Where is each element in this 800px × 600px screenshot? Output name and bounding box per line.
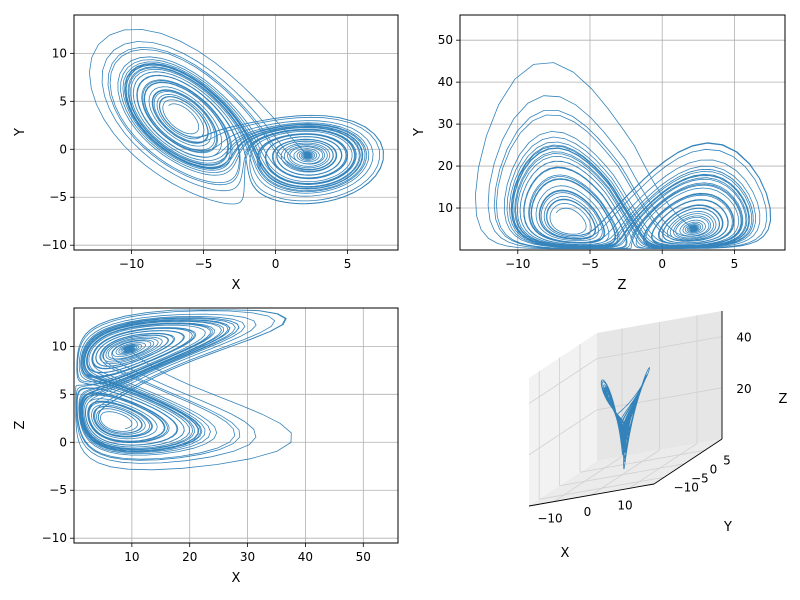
- y-tick-label: −10: [674, 480, 699, 494]
- x-tick-label: 40: [298, 550, 313, 564]
- x-axis-label: X: [232, 278, 241, 293]
- x-tick-label: −10: [119, 257, 144, 271]
- y-tick-label: 10: [438, 201, 453, 215]
- y-tick-label: −5: [49, 483, 67, 497]
- y-axis-line: [653, 438, 723, 485]
- y-axis-label: Z: [13, 420, 28, 429]
- grid-line-3d: [579, 449, 706, 473]
- y-ticks: −10 −5 0 5 10: [42, 339, 74, 545]
- z-tick-label: 20: [736, 382, 751, 396]
- x-tick-label: 0: [658, 257, 666, 271]
- y-tick-label: −10: [42, 238, 67, 252]
- panel-x-z: 10 20 30 40 50 −10 −5 0 5 10 X Z: [13, 307, 399, 586]
- x-tick-label: 50: [356, 550, 371, 564]
- axes-frame: [73, 14, 399, 251]
- grid-line-3d: [539, 476, 665, 500]
- x-tick-label: 0: [584, 505, 592, 519]
- grid-line-3d: [596, 336, 723, 359]
- y-tick-label: 0: [710, 462, 718, 476]
- x-ticks: −10 −5 0 5: [505, 250, 738, 271]
- panel-z-y: −10 −5 0 5 10 20 30 40 50 Z Y: [412, 14, 786, 293]
- y-tick-label: −10: [42, 531, 67, 545]
- x-tick-label: 10: [124, 550, 139, 564]
- x-tick-label: 0: [272, 257, 280, 271]
- y-tick-label: 10: [52, 46, 67, 60]
- trajectory-path: [474, 62, 772, 250]
- y-ticks: −10 −5 0 5 10: [42, 46, 74, 252]
- grid-line-3d: [553, 456, 623, 502]
- y-tick-label: 5: [59, 94, 67, 108]
- trajectory-line: [88, 29, 384, 205]
- y-tick-label: 0: [59, 142, 67, 156]
- x-ticks: 10 20 30 40 50: [124, 543, 371, 564]
- x-tick-label: 5: [344, 257, 352, 271]
- trajectory-path: [88, 29, 384, 205]
- axes-frame: [73, 307, 399, 544]
- x-tick-label: 10: [617, 498, 632, 512]
- y-tick-label: 50: [438, 33, 453, 47]
- y-tick-label: 5: [59, 387, 67, 401]
- y-tick-label: 20: [438, 159, 453, 173]
- y-tick-label: −5: [49, 190, 67, 204]
- x-axis-label: X: [232, 571, 241, 586]
- trajectory-path: [75, 309, 292, 471]
- axis-lines-3d: [528, 311, 723, 507]
- x-ticks: −10 −5 0 5: [119, 250, 351, 271]
- grid-line-3d: [528, 409, 598, 456]
- y-tick-label: 0: [59, 435, 67, 449]
- x-tick-label: −10: [537, 512, 562, 526]
- grid-line-3d: [628, 443, 698, 489]
- x-axis-label: Z: [618, 278, 627, 293]
- x-tick-label: −10: [505, 257, 530, 271]
- panel-x-y: −10 −5 0 5 −10 −5 0 5 10 X Y: [13, 14, 399, 293]
- y-tick-label: 40: [438, 75, 453, 89]
- trajectory-path-3d: [600, 366, 650, 470]
- x-axis-label: X: [561, 546, 570, 561]
- y-ticks: 10 20 30 40 50: [438, 33, 460, 215]
- grid-line-3d: [559, 463, 685, 487]
- x-tick-label: −5: [195, 257, 213, 271]
- y-tick-label: 5: [723, 453, 731, 467]
- y-axis-label: Y: [13, 128, 28, 137]
- z-tick-label: 40: [736, 331, 751, 345]
- x-tick-label: −5: [581, 257, 599, 271]
- x-axis-line: [528, 483, 655, 507]
- grid-line-3d: [596, 387, 723, 411]
- trajectory-line: [474, 62, 772, 250]
- y-tick-label: 10: [52, 339, 67, 353]
- z-axis-label: Z: [779, 392, 788, 407]
- grid-3d: [528, 315, 723, 502]
- y-tick-label: −5: [691, 471, 709, 485]
- x-tick-label: 20: [182, 550, 197, 564]
- x-tick-label: 30: [240, 550, 255, 564]
- grid-line-3d: [591, 449, 660, 496]
- trajectory-line: [600, 366, 650, 470]
- y-axis-label: Y: [723, 520, 732, 535]
- grid-line-3d: [528, 358, 598, 404]
- trajectory-line: [75, 309, 292, 471]
- y-axis-label: Y: [412, 128, 427, 137]
- axes-frame: [459, 14, 786, 251]
- x-tick-label: 5: [731, 257, 739, 271]
- y-tick-label: 30: [438, 117, 453, 131]
